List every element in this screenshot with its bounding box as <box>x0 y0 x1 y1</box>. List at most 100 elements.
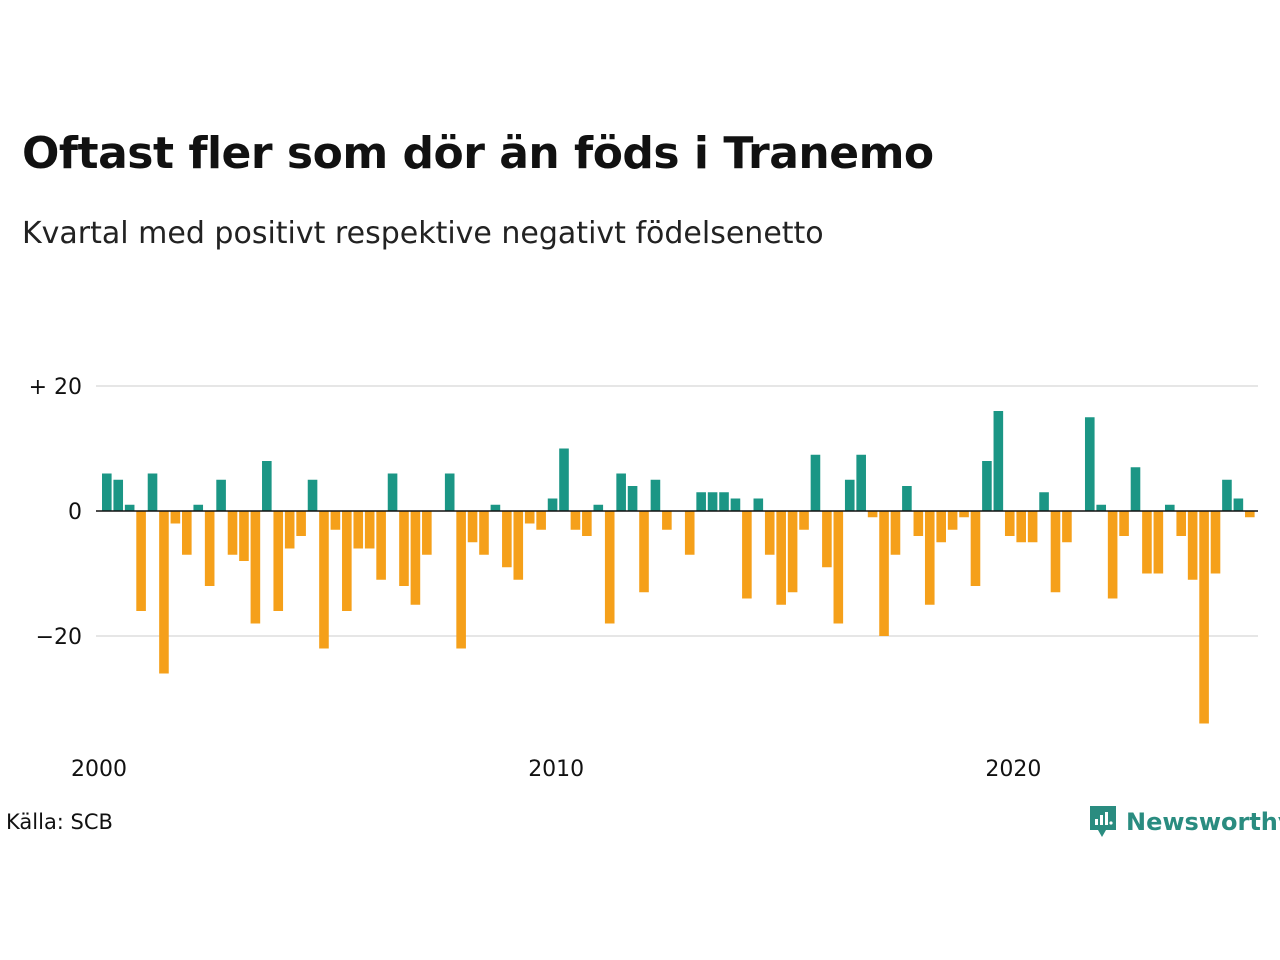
bar <box>319 511 329 649</box>
bar <box>387 473 398 511</box>
bar <box>1004 511 1015 536</box>
bar <box>924 511 935 605</box>
bar <box>513 511 524 580</box>
bar <box>1164 504 1175 511</box>
bar <box>102 473 112 511</box>
bar <box>730 498 741 511</box>
bar <box>1084 417 1095 511</box>
bar <box>707 492 718 511</box>
bar <box>844 479 855 511</box>
bar <box>113 479 124 511</box>
bar <box>650 479 661 511</box>
y-tick-label: 0 <box>68 500 82 525</box>
bar <box>422 511 432 555</box>
bar <box>307 479 318 511</box>
bar <box>547 498 558 511</box>
chart-title: Oftast fler som dör än föds i Tranemo <box>22 128 934 179</box>
bar <box>216 479 226 511</box>
bar <box>456 511 466 649</box>
x-tick-label: 2000 <box>71 757 127 782</box>
bar <box>444 473 455 511</box>
bar <box>776 511 786 605</box>
bar <box>353 511 364 549</box>
bar <box>1119 511 1129 536</box>
bar <box>764 511 775 555</box>
bar <box>410 511 421 605</box>
bar <box>1176 511 1187 536</box>
bar <box>753 498 764 511</box>
bar <box>136 511 146 611</box>
bar <box>822 511 832 568</box>
bar <box>833 511 844 624</box>
bar <box>879 511 889 636</box>
bar <box>993 411 1004 511</box>
bar <box>159 511 169 674</box>
bar <box>124 504 135 511</box>
bar <box>330 511 341 530</box>
bar <box>364 511 375 549</box>
bar <box>982 461 992 511</box>
bar <box>182 511 192 555</box>
bar <box>524 511 535 524</box>
grid-lines <box>96 385 1258 637</box>
bars <box>102 411 1255 724</box>
bar <box>204 511 215 586</box>
bar <box>479 511 489 555</box>
bar <box>684 511 695 555</box>
bar <box>490 504 501 511</box>
bar <box>1142 511 1152 574</box>
bar <box>1245 511 1255 518</box>
bar <box>193 504 204 511</box>
bar <box>502 511 512 568</box>
brand-name: Newsworthy <box>1126 808 1280 836</box>
y-tick-label: + 20 <box>29 375 82 400</box>
bar <box>662 511 672 530</box>
bar <box>627 486 638 511</box>
bar <box>147 473 158 511</box>
bar <box>273 511 284 611</box>
bar <box>536 511 546 530</box>
bar <box>1222 479 1232 511</box>
bar <box>1062 511 1072 543</box>
bar <box>262 461 272 511</box>
bar <box>1096 504 1107 511</box>
bar <box>970 511 981 586</box>
bar <box>227 511 238 555</box>
bar <box>239 511 249 561</box>
bar <box>856 454 866 511</box>
bar <box>890 511 901 555</box>
bar <box>1039 492 1049 511</box>
bar <box>810 454 821 511</box>
bar <box>1210 511 1221 574</box>
newsworthy-logo-icon <box>1090 806 1116 837</box>
y-tick-label: −20 <box>36 625 82 650</box>
chart-subtitle: Kvartal med positivt respektive negativt… <box>22 216 824 251</box>
brand-logo: Newsworthy <box>1088 804 1280 840</box>
bar <box>616 473 626 511</box>
bar <box>376 511 386 580</box>
y-axis-labels: + 20 0 −20 <box>29 375 82 650</box>
bar <box>604 511 615 624</box>
bar <box>284 511 295 549</box>
bar <box>1199 511 1209 724</box>
bar <box>1050 511 1061 593</box>
bar <box>959 511 969 518</box>
bar <box>593 504 604 511</box>
x-tick-label: 2010 <box>528 757 584 782</box>
bar <box>399 511 409 586</box>
bar <box>296 511 306 536</box>
bar <box>582 511 592 536</box>
bar <box>639 511 649 593</box>
bar <box>742 511 752 599</box>
bar <box>250 511 261 624</box>
bar <box>1187 511 1198 580</box>
bar <box>1016 511 1026 543</box>
bar <box>902 486 912 511</box>
bar <box>170 511 181 524</box>
bar <box>947 511 958 530</box>
bar <box>467 511 478 543</box>
bar <box>1233 498 1244 511</box>
bar <box>913 511 924 536</box>
source-label: Källa: SCB <box>6 810 113 834</box>
